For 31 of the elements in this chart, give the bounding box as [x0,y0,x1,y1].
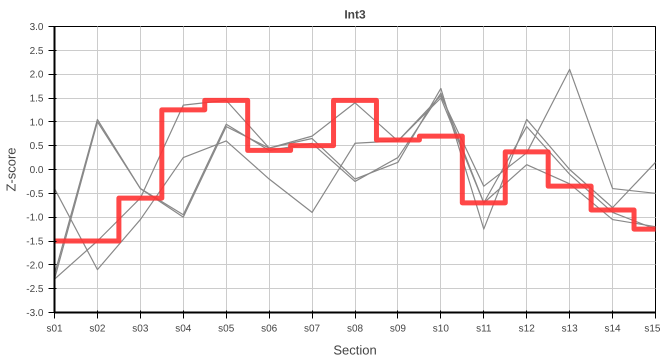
y-tick-label: 0.5 [30,141,44,152]
y-tick-label: 2.0 [30,70,44,81]
y-tick-label: -2.0 [26,260,44,272]
x-axis-title: Section [333,342,377,358]
y-tick-label: -0.5 [26,188,44,200]
y-tick-label: 0.0 [30,165,44,176]
x-tick-label: s05 [218,324,235,334]
x-tick-label: s07 [304,324,321,334]
x-tick-label: s10 [432,324,450,334]
y-tick-label: -1.0 [26,212,44,224]
y-tick-label: 2.5 [30,46,44,57]
x-tick-label: s04 [175,324,192,334]
y-tick-label: 1.0 [30,117,44,128]
chart-title: Int3 [344,8,366,22]
x-tick-label: s02 [89,324,106,334]
x-tick-label: s09 [390,324,406,334]
x-tick-label: s03 [132,324,149,334]
y-tick-label: 1.5 [30,94,44,104]
x-tick-label: s14 [604,324,622,334]
x-tick-label: s08 [346,324,364,334]
x-tick-label: s11 [476,324,492,334]
y-tick-label: -1.5 [26,236,44,248]
y-tick-label: 3.0 [30,22,44,33]
x-tick-label: s13 [562,324,578,334]
y-tick-label: -2.5 [26,284,44,296]
x-tick-label: s06 [261,324,278,334]
x-tick-label: s15 [644,324,660,334]
y-tick-label: -3.0 [26,308,44,319]
y-axis-title: Z-score [3,147,18,192]
x-tick-label: s01 [46,324,63,334]
x-tick-label: s12 [518,324,536,334]
